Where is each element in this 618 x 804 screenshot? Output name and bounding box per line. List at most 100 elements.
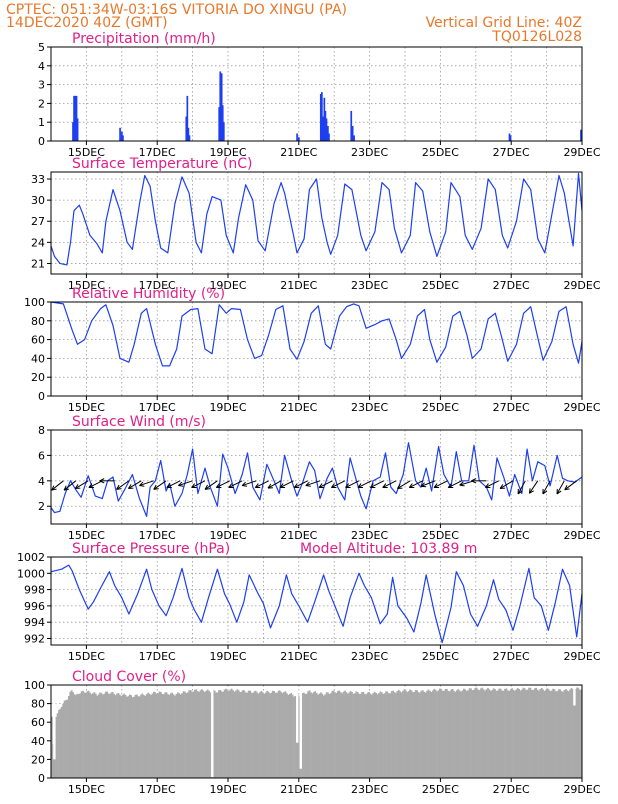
humidity-frame <box>51 302 582 396</box>
pressure-xtick-label: 25DEC <box>422 650 459 663</box>
cloud-cover-dip <box>573 685 575 705</box>
precipitation-bar <box>296 133 298 141</box>
precipitation-xtick-label: 27DEC <box>493 146 530 159</box>
pressure-panel: 992 994 996 998 1000 1002 15DEC 17DEC 19DEC 21DEC… <box>17 541 601 663</box>
humidity-xtick-label: 27DEC <box>493 401 530 414</box>
wind-ytick-label: 2 <box>38 500 45 513</box>
precipitation-bar <box>298 137 300 141</box>
pressure-xtick-label: 15DEC <box>68 650 105 663</box>
cloud-cover-xtick-label: 23DEC <box>351 783 388 796</box>
pressure-title: Surface Pressure (hPa) <box>72 541 230 557</box>
humidity-xtick-label: 25DEC <box>422 401 459 414</box>
pressure-ytick-label: 996 <box>24 600 45 613</box>
temperature-frame <box>51 172 582 274</box>
pressure-xtick-label: 19DEC <box>209 650 246 663</box>
temperature-xtick-label: 21DEC <box>280 279 317 292</box>
temperature-ytick-label: 21 <box>31 257 45 270</box>
pressure-xtick-label: 21DEC <box>280 650 317 663</box>
temperature-xtick-label: 29DEC <box>563 279 600 292</box>
humidity-xtick-label: 29DEC <box>563 401 600 414</box>
precipitation-bar <box>328 133 330 141</box>
pressure-ytick-label: 1002 <box>17 551 45 564</box>
pressure-xtick-label: 29DEC <box>563 650 600 663</box>
temperature-ytick-label: 27 <box>31 215 45 228</box>
wind-ytick-label: 4 <box>38 475 45 488</box>
humidity-xtick-label: 17DEC <box>139 401 176 414</box>
precipitation-xtick-label: 29DEC <box>563 146 600 159</box>
precipitation-ytick-label: 1 <box>38 116 45 129</box>
pressure-ytick-label: 992 <box>24 632 45 645</box>
cloud-cover-xtick-label: 15DEC <box>68 783 105 796</box>
precipitation-title: Precipitation (mm/h) <box>72 31 216 47</box>
humidity-ytick-label: 40 <box>31 352 45 365</box>
wind-line <box>51 443 582 517</box>
pressure-xtick-label: 23DEC <box>351 650 388 663</box>
precipitation-bar <box>223 122 225 141</box>
precipitation-bar <box>77 118 79 141</box>
temperature-ytick-label: 33 <box>31 173 45 186</box>
header-model-code: TQ0126L028 <box>491 29 582 45</box>
wind-vector-arrow <box>52 481 64 490</box>
pressure-ytick-label: 998 <box>24 584 45 597</box>
pressure-line <box>51 565 582 643</box>
humidity-line <box>51 302 582 366</box>
temperature-xtick-label: 23DEC <box>351 279 388 292</box>
precipitation-ytick-label: 4 <box>38 60 45 73</box>
cloud-cover-dip <box>300 685 302 769</box>
cloud-cover-title: Cloud Cover (%) <box>72 669 186 685</box>
pressure-xtick-label: 17DEC <box>139 650 176 663</box>
pressure-frame <box>51 557 582 645</box>
precipitation-bar <box>122 135 124 141</box>
temperature-xtick-label: 25DEC <box>422 279 459 292</box>
temperature-xtick-label: 27DEC <box>493 279 530 292</box>
cloud-cover-ytick-label: 0 <box>38 772 45 785</box>
humidity-xtick-label: 21DEC <box>280 401 317 414</box>
humidity-title: Relative Humidity (%) <box>72 286 225 302</box>
wind-vector-arrow <box>557 481 564 494</box>
humidity-ytick-label: 100 <box>24 296 45 309</box>
wind-vector-arrow <box>485 481 498 488</box>
precipitation-ytick-label: 3 <box>38 79 45 92</box>
pressure-annotation: Model Altitude: 103.89 m <box>300 541 477 557</box>
humidity-ytick-label: 80 <box>31 315 45 328</box>
wind-ytick-label: 6 <box>38 449 45 462</box>
wind-vector-arrow <box>242 481 256 486</box>
pressure-xtick-label: 27DEC <box>493 650 530 663</box>
temperature-ytick-label: 24 <box>31 236 45 249</box>
humidity-xtick-label: 19DEC <box>209 401 246 414</box>
cloud-cover-bars <box>51 685 582 778</box>
humidity-ytick-label: 0 <box>38 390 45 403</box>
pressure-ytick-label: 1000 <box>17 567 45 580</box>
humidity-ytick-label: 20 <box>31 371 45 384</box>
humidity-ytick-label: 60 <box>31 334 45 347</box>
temperature-title: Surface Temperature (nC) <box>72 156 253 172</box>
precipitation-bar <box>510 135 512 141</box>
precipitation-frame <box>51 47 582 141</box>
precipitation-ytick-label: 2 <box>38 97 45 110</box>
pressure-ytick-label: 994 <box>24 616 45 629</box>
cloud-cover-xtick-label: 19DEC <box>209 783 246 796</box>
cloud-cover-xtick-label: 27DEC <box>493 783 530 796</box>
wind-xtick-label: 27DEC <box>493 529 530 542</box>
precipitation-xtick-label: 21DEC <box>280 146 317 159</box>
cloud-cover-dip <box>296 685 298 743</box>
precipitation-ytick-label: 0 <box>38 135 45 148</box>
cloud-cover-ytick-label: 100 <box>24 679 45 692</box>
wind-xtick-label: 29DEC <box>563 529 600 542</box>
cloud-cover-xtick-label: 29DEC <box>563 783 600 796</box>
precipitation-bar <box>119 128 121 141</box>
precipitation-xtick-label: 23DEC <box>351 146 388 159</box>
wind-ytick-label: 8 <box>38 424 45 437</box>
cloud-cover-xtick-label: 25DEC <box>422 783 459 796</box>
wind-vector-arrow <box>192 481 205 488</box>
humidity-xtick-label: 15DEC <box>68 401 105 414</box>
wind-vector-arrow <box>154 481 166 490</box>
wind-vector-arrow <box>448 481 461 488</box>
